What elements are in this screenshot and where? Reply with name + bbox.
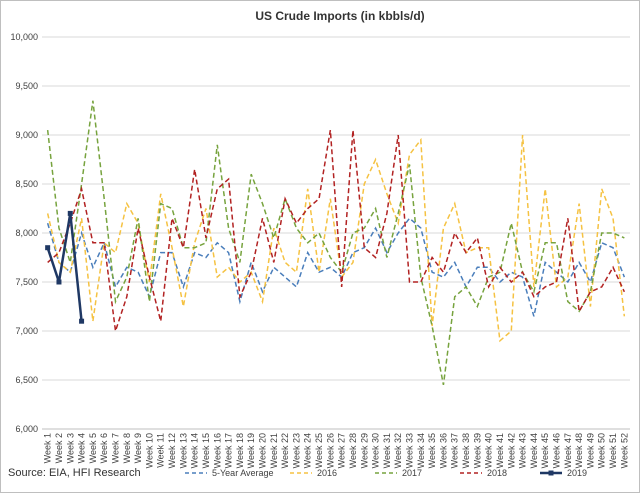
x-tick-label: Week 23 [291,433,301,468]
legend-label: 2019 [567,468,587,478]
x-tick-label: Week 27 [337,433,347,468]
x-tick-label: Week 41 [495,433,505,468]
legend-label: 2018 [487,468,507,478]
x-tick-label: Week 7 [111,433,121,463]
x-tick-label: Week 34 [416,433,426,468]
x-tick-label: Week 20 [258,433,268,468]
x-tick-label: Week 30 [371,433,381,468]
x-tick-label: Week 1 [43,433,53,463]
x-tick-label: Week 16 [212,433,222,468]
x-tick-label: Week 40 [484,433,494,468]
x-tick-label: Week 26 [325,433,335,468]
x-tick-label: Week 38 [461,433,471,468]
x-tick-label: Week 22 [280,433,290,468]
x-tick-label: Week 31 [382,433,392,468]
x-tick-label: Week 51 [608,433,618,468]
x-tick-label: Week 36 [438,433,448,468]
series-line [46,100,625,386]
y-tick-label: 7,000 [15,326,38,336]
x-tick-label: Week 19 [246,433,256,468]
x-tick-label: Week 52 [619,433,629,468]
x-tick-label: Week 8 [122,433,132,463]
x-tick-label: Week 24 [303,433,313,468]
source: Source: EIA, HFI Research [8,467,141,479]
y-tick-label: 6,500 [15,375,38,385]
legend-label: 2016 [317,468,337,478]
x-tick-label: Week 49 [585,433,595,468]
series-marker [67,210,73,216]
x-tick-label: Week 5 [88,433,98,463]
y-tick-label: 7,500 [15,277,38,287]
x-tick-label: Week 32 [393,433,403,468]
x-tick-label: Week 43 [518,433,528,468]
x-tick-label: Week 44 [529,433,539,468]
y-tick-label: 10,000 [10,32,38,42]
y-tick-label: 9,000 [15,130,38,140]
chart-title: US Crude Imports (in kbbls/d) [255,9,424,23]
x-tick-label: Week 35 [427,433,437,468]
x-tick-label: Week 25 [314,433,324,468]
legend-label: 5-Year Average [212,468,274,478]
x-tick-label: Week 3 [65,433,75,463]
y-tick-label: 6,000 [15,424,38,434]
x-tick-label: Week 18 [235,433,245,468]
x-tick-label: Week 46 [552,433,562,468]
series-marker [56,279,62,285]
x-tick-label: Week 4 [77,433,87,463]
series-line [46,213,83,322]
x-tick-label: Week 11 [156,433,166,468]
x-tick-label: Week 48 [574,433,584,468]
x-tick-label: Week 6 [99,433,109,463]
x-tick-label: Week 50 [597,433,607,468]
y-tick-label: 9,500 [15,81,38,91]
x-tick-label: Week 17 [224,433,234,468]
x-tick-label: Week 37 [450,433,460,468]
y-tick-label: 8,000 [15,228,38,238]
x-tick-label: Week 21 [269,433,279,468]
x-tick-label: Week 10 [144,433,154,468]
x-tick-label: Week 47 [563,433,573,468]
x-tick-label: Week 39 [472,433,482,468]
x-tick-label: Week 29 [359,433,369,468]
x-tick-label: Week 45 [540,433,550,468]
series-marker [79,318,85,324]
x-tick-label: Week 13 [178,433,188,468]
legend-label: 2017 [402,468,422,478]
x-tick-label: Week 33 [405,433,415,468]
series-marker [45,245,51,251]
x-tick-label: Week 12 [167,433,177,468]
x-tick-label: Week 2 [54,433,64,463]
x-tick-label: Week 9 [133,433,143,463]
y-tick-label: 8,500 [15,179,38,189]
legend-marker [548,470,554,476]
series-line [47,129,626,332]
series-line [46,217,626,317]
x-tick-label: Week 14 [190,433,200,468]
x-tick-label: Week 15 [201,433,211,468]
x-tick-label: Week 28 [348,433,358,468]
x-tick-label: Week 42 [506,433,516,468]
